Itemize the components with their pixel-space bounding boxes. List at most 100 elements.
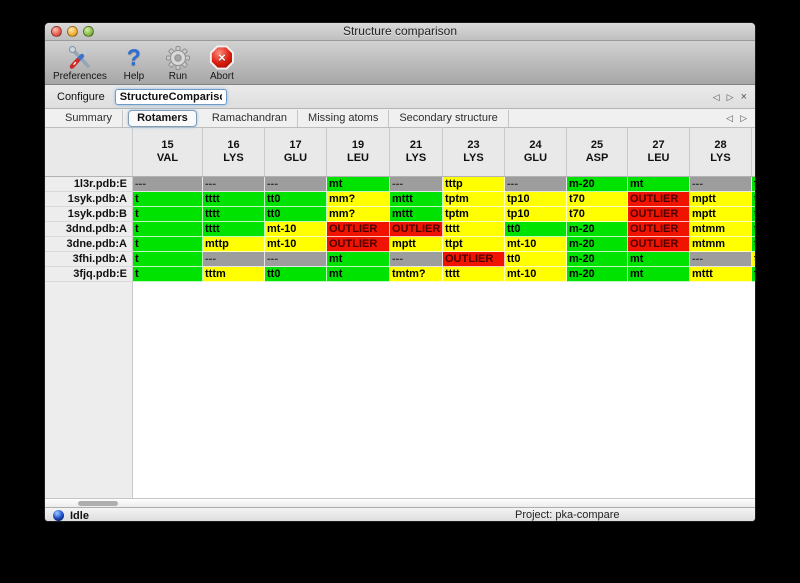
rotamer-cell[interactable]: mt-10 xyxy=(505,237,567,252)
rotamer-cell[interactable]: t xyxy=(133,267,203,282)
rotamer-cell[interactable]: mt xyxy=(628,177,690,192)
rotamer-cell[interactable]: tttm xyxy=(203,267,265,282)
rotamer-cell[interactable]: mt-10 xyxy=(505,267,567,282)
rotamer-cell[interactable]: t xyxy=(133,237,203,252)
rotamer-cell[interactable]: t70 xyxy=(567,207,628,222)
rotamer-cell[interactable]: tt0 xyxy=(505,252,567,267)
rotamer-cell[interactable]: mtmm xyxy=(690,222,752,237)
rotamer-cell[interactable]: OUTLIER xyxy=(390,222,443,237)
rotamer-cell[interactable]: tttt xyxy=(203,207,265,222)
rotamer-cell[interactable]: --- xyxy=(690,177,752,192)
rotamer-cell[interactable]: --- xyxy=(390,177,443,192)
rotamer-cell[interactable]: mt-10 xyxy=(265,222,327,237)
rotamer-cell[interactable]: mtmm xyxy=(690,237,752,252)
rotamer-cell[interactable]: OUTLIER xyxy=(443,252,505,267)
rotamer-cell[interactable]: t xyxy=(752,192,755,207)
rotamer-cell[interactable]: m-20 xyxy=(567,252,628,267)
rotamer-cell[interactable]: m-20 xyxy=(567,237,628,252)
zoom-window-button[interactable] xyxy=(83,26,94,37)
rotamer-cell[interactable]: OUTLIER xyxy=(628,207,690,222)
close-window-button[interactable] xyxy=(51,26,62,37)
rotamer-cell[interactable]: mt xyxy=(327,177,390,192)
rotamer-cell[interactable]: tt0 xyxy=(265,267,327,282)
rotamer-cell[interactable]: OUTLIER xyxy=(628,237,690,252)
rotamer-cell[interactable]: tt0 xyxy=(505,222,567,237)
rotamer-cell[interactable]: tt0 xyxy=(265,207,327,222)
rotamer-cell[interactable]: --- xyxy=(690,252,752,267)
pane-forward-icon[interactable]: ▷ xyxy=(726,91,734,102)
rotamer-cell[interactable]: m-20 xyxy=(567,267,628,282)
rotamer-cell[interactable]: mptt xyxy=(690,207,752,222)
tab-secondary-structure[interactable]: Secondary structure xyxy=(389,109,509,127)
rotamer-cell[interactable]: OUTLIER xyxy=(628,192,690,207)
rotamer-cell[interactable]: t xyxy=(752,177,755,192)
column-header: 21 LYS xyxy=(390,128,443,176)
horizontal-scrollbar-thumb[interactable] xyxy=(78,501,118,506)
rotamer-cell[interactable]: OUTLIER xyxy=(327,237,390,252)
rotamer-cell[interactable]: m-20 xyxy=(567,177,628,192)
tab-rotamers[interactable]: Rotamers xyxy=(128,109,197,127)
column-header: 19 LEU xyxy=(327,128,390,176)
rotamer-cell[interactable]: tp10 xyxy=(505,192,567,207)
help-button[interactable]: ? Help xyxy=(117,44,151,83)
rotamer-cell[interactable]: --- xyxy=(203,252,265,267)
rotamer-cell[interactable]: mttt xyxy=(690,267,752,282)
rotamer-cell[interactable]: tttt xyxy=(203,192,265,207)
horizontal-scrollbar[interactable] xyxy=(45,498,755,507)
rotamer-cell[interactable]: mt xyxy=(628,252,690,267)
run-button[interactable]: Run xyxy=(161,44,195,82)
rotamer-cell[interactable]: mptt xyxy=(390,237,443,252)
rotamer-cell[interactable]: tptm xyxy=(443,207,505,222)
rotamer-cell[interactable]: --- xyxy=(203,177,265,192)
abort-button[interactable]: × Abort xyxy=(205,44,239,82)
rotamer-cell[interactable]: t xyxy=(752,252,755,267)
rotamer-cell[interactable]: tttt xyxy=(443,267,505,282)
rotamer-cell[interactable]: mt xyxy=(327,252,390,267)
rotamer-cell[interactable]: m-20 xyxy=(567,222,628,237)
tab-scroll-left-icon[interactable]: ◁ xyxy=(726,112,734,123)
rotamer-cell[interactable]: mttt xyxy=(390,207,443,222)
rotamer-cell[interactable]: tttt xyxy=(203,222,265,237)
configure-name-input[interactable] xyxy=(114,88,227,105)
rotamer-cell[interactable]: tttp xyxy=(443,177,505,192)
rotamer-cell[interactable]: mm? xyxy=(327,207,390,222)
rotamer-cell[interactable]: mt-10 xyxy=(265,237,327,252)
rotamer-cell[interactable]: t xyxy=(752,222,755,237)
rotamer-cell[interactable]: mt xyxy=(327,267,390,282)
rotamer-cell[interactable]: tt0 xyxy=(265,192,327,207)
rotamer-cell[interactable]: t xyxy=(752,267,755,282)
rotamer-cell[interactable]: t70 xyxy=(567,192,628,207)
rotamer-cell[interactable]: t xyxy=(752,207,755,222)
rotamer-cell[interactable]: ttpt xyxy=(443,237,505,252)
rotamer-cell[interactable]: OUTLIER xyxy=(628,222,690,237)
rotamer-cell[interactable]: OUTLIER xyxy=(327,222,390,237)
rotamer-cell[interactable]: tttt xyxy=(443,222,505,237)
rotamer-cell[interactable]: --- xyxy=(265,177,327,192)
rotamer-cell[interactable]: t xyxy=(133,207,203,222)
rotamer-cell[interactable]: t xyxy=(133,222,203,237)
tab-ramachandran[interactable]: Ramachandran xyxy=(202,109,299,127)
rotamer-cell[interactable]: mttt xyxy=(390,192,443,207)
rotamer-cell[interactable]: --- xyxy=(265,252,327,267)
minimize-window-button[interactable] xyxy=(67,26,78,37)
column-header xyxy=(752,128,755,176)
tab-missing-atoms[interactable]: Missing atoms xyxy=(298,109,390,127)
tab-scroll-right-icon[interactable]: ▷ xyxy=(740,112,747,123)
tab-summary[interactable]: Summary xyxy=(55,109,124,127)
rotamer-cell[interactable]: t xyxy=(752,237,755,252)
pane-close-icon[interactable]: × xyxy=(740,90,747,103)
rotamer-cell[interactable]: mptt xyxy=(690,192,752,207)
rotamer-cell[interactable]: tp10 xyxy=(505,207,567,222)
rotamer-cell[interactable]: --- xyxy=(505,177,567,192)
rotamer-cell[interactable]: t xyxy=(133,192,203,207)
rotamer-cell[interactable]: tptm xyxy=(443,192,505,207)
rotamer-cell[interactable]: t xyxy=(133,252,203,267)
pane-back-icon[interactable]: ◁ xyxy=(712,91,720,102)
rotamer-cell[interactable]: mttp xyxy=(203,237,265,252)
rotamer-cell[interactable]: tmtm? xyxy=(390,267,443,282)
rotamer-cell[interactable]: mm? xyxy=(327,192,390,207)
rotamer-cell[interactable]: --- xyxy=(390,252,443,267)
rotamer-cell[interactable]: --- xyxy=(133,177,203,192)
rotamer-cell[interactable]: mt xyxy=(628,267,690,282)
preferences-button[interactable]: Preferences xyxy=(53,44,107,82)
